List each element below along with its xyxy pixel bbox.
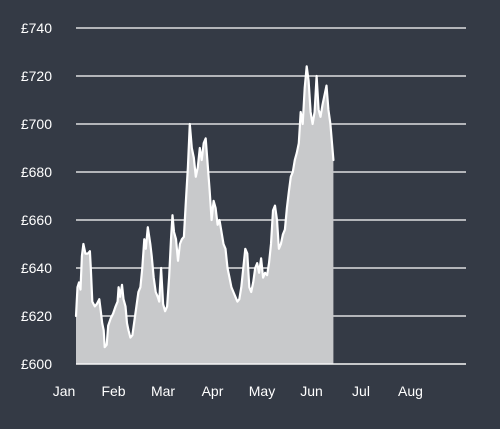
series-layer <box>74 65 466 365</box>
x-tick-label: Feb <box>101 383 125 399</box>
y-tick-label: £600 <box>21 356 52 372</box>
x-tick-label: Mar <box>151 383 175 399</box>
x-tick-label: Jun <box>300 383 323 399</box>
y-tick-label: £700 <box>21 116 52 132</box>
y-tick-label: £660 <box>21 212 52 228</box>
x-tick-label: Apr <box>202 383 224 399</box>
y-tick-label: £680 <box>21 164 52 180</box>
series-line <box>74 65 335 349</box>
y-tick-label: £640 <box>21 260 52 276</box>
x-tick-label: Aug <box>398 383 423 399</box>
x-tick-label: May <box>249 383 275 399</box>
x-tick-label: Jul <box>352 383 370 399</box>
y-tick-label: £720 <box>21 68 52 84</box>
x-axis: Jan Feb Mar Apr May Jun Jul Aug <box>53 383 423 399</box>
y-tick-label: £620 <box>21 308 52 324</box>
y-axis: £600 £620 £640 £660 £680 £700 £720 £740 <box>21 20 52 372</box>
x-tick-label: Jan <box>53 383 76 399</box>
y-tick-label: £740 <box>21 20 52 36</box>
